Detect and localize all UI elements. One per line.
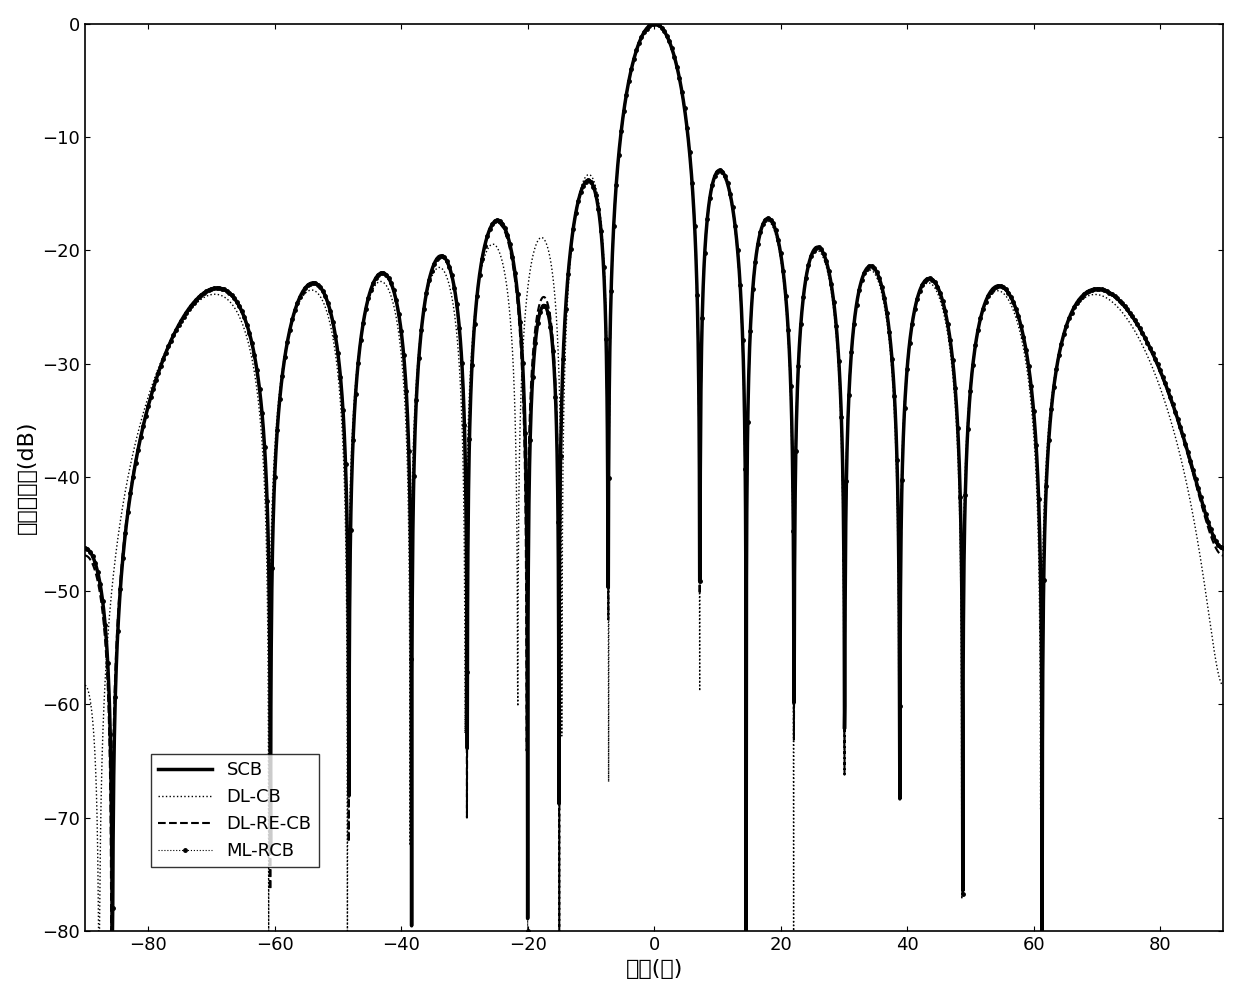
Line: ML-RCB: ML-RCB (83, 22, 1225, 932)
DL-CB (957, 482, 972, 494)
DL-CB (213, 289, 228, 301)
Line: DL-CB: DL-CB (86, 24, 1224, 931)
X-axis label: 方向(度): 方向(度) (625, 959, 683, 979)
DL-CB (150, 366, 165, 377)
DL-CB (78, 679, 93, 691)
DL-CB (91, 925, 105, 937)
DL-CB (864, 265, 879, 277)
ML-RCB (78, 542, 93, 554)
Line: SCB: SCB (86, 24, 1224, 931)
DL-RE-CB (104, 925, 119, 937)
DL-RE-CB (213, 283, 228, 295)
DL-RE-CB (957, 512, 972, 524)
ML-RCB (215, 283, 229, 295)
SCB (215, 283, 229, 295)
DL-RE-CB (1216, 550, 1231, 562)
ML-RCB (432, 251, 446, 263)
ML-RCB (1216, 542, 1231, 554)
SCB (213, 283, 228, 295)
SCB (864, 260, 879, 272)
DL-RE-CB (647, 18, 662, 30)
Legend: SCB, DL-CB, DL-RE-CB, ML-RCB: SCB, DL-CB, DL-RE-CB, ML-RCB (151, 754, 319, 868)
DL-RE-CB (432, 252, 446, 264)
DL-RE-CB (215, 284, 229, 296)
ML-RCB (104, 925, 119, 937)
DL-RE-CB (864, 261, 879, 273)
DL-RE-CB (78, 550, 93, 562)
DL-CB (215, 290, 229, 302)
ML-RCB (864, 260, 879, 272)
ML-RCB (213, 283, 228, 295)
DL-CB (647, 18, 662, 30)
SCB (78, 543, 93, 555)
SCB (647, 18, 662, 30)
SCB (1216, 543, 1231, 555)
Line: DL-RE-CB: DL-RE-CB (86, 24, 1224, 931)
DL-CB (432, 262, 446, 274)
SCB (432, 251, 446, 263)
ML-RCB (150, 371, 165, 382)
Y-axis label: 归一化幅度(dB): 归一化幅度(dB) (16, 420, 37, 534)
SCB (150, 371, 165, 382)
SCB (104, 925, 119, 937)
ML-RCB (647, 18, 662, 30)
SCB (957, 516, 972, 528)
DL-CB (1216, 679, 1231, 691)
ML-RCB (957, 516, 972, 528)
DL-RE-CB (150, 371, 165, 382)
